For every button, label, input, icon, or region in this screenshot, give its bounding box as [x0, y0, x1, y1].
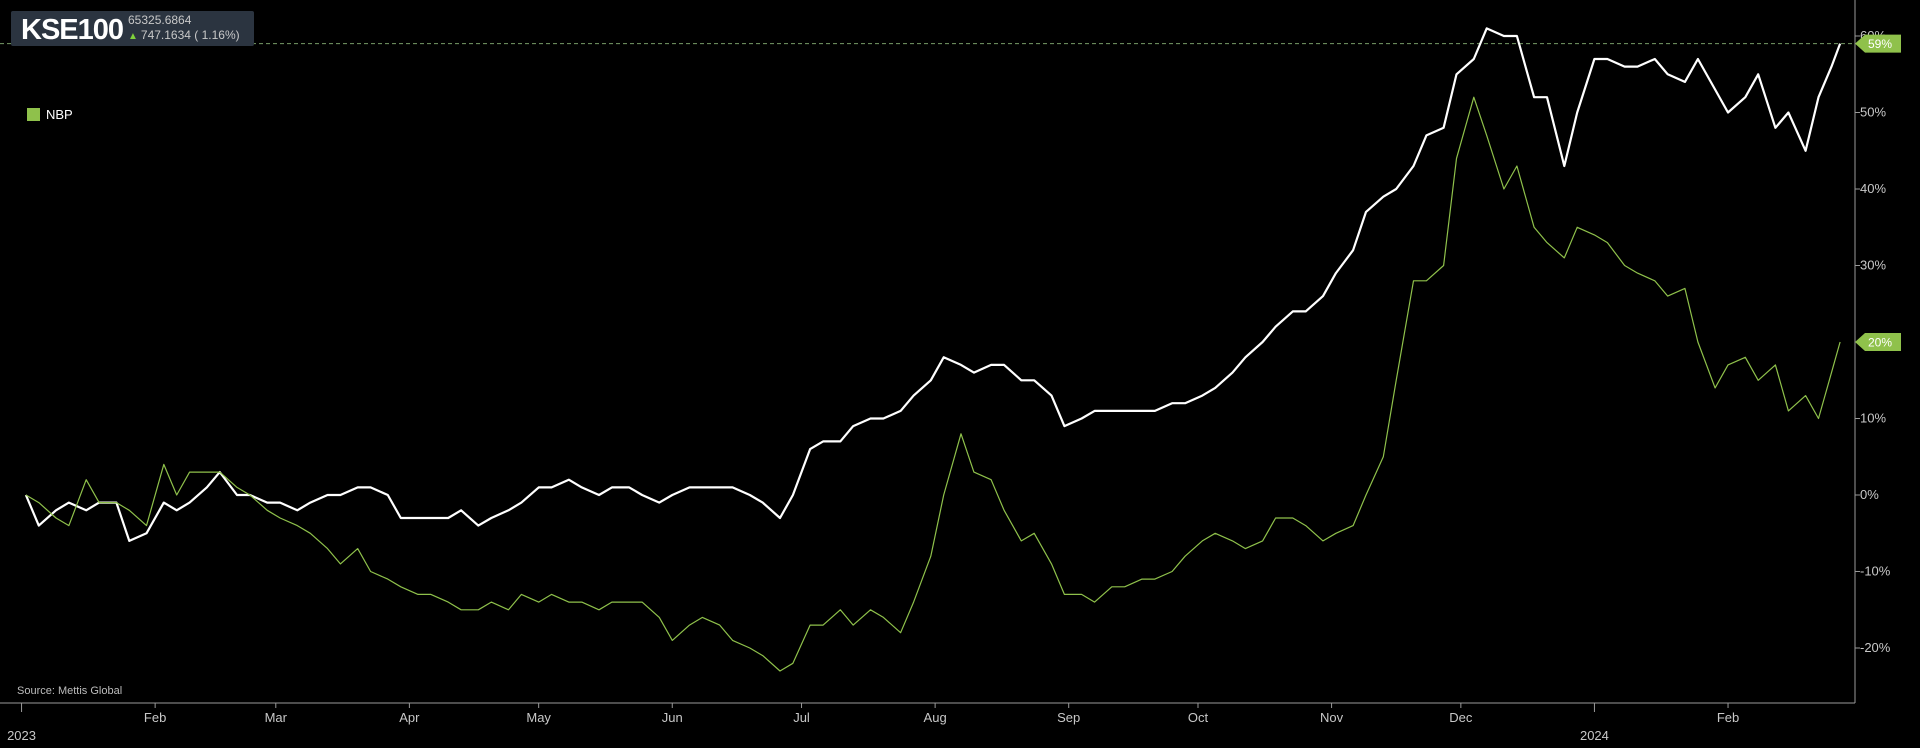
x-tick-label: Oct [1188, 710, 1209, 725]
end-label-tag-kse100 [1855, 34, 1901, 53]
ticker-price: 65325.6864 [128, 13, 192, 27]
series-line-kse100 [24, 27, 1842, 542]
legend-swatch-nbp [27, 108, 40, 121]
y-tick-label: -10% [1860, 564, 1891, 579]
y-tick-label: 0% [1860, 487, 1879, 502]
x-year-label: 2024 [1580, 728, 1609, 743]
x-tick-label: Nov [1320, 710, 1344, 725]
end-label-nbp: 20% [1868, 336, 1892, 350]
x-tick-label: Feb [1717, 710, 1739, 725]
series-line-nbp [25, 96, 1841, 672]
ticker-change: ▲ 747.1634 ( 1.16%) [128, 28, 240, 42]
x-tick-label: Dec [1449, 710, 1473, 725]
x-tick-label: Feb [144, 710, 166, 725]
y-tick-label: 50% [1860, 105, 1886, 120]
x-tick-label: Aug [924, 710, 947, 725]
x-year-label: 2023 [7, 728, 36, 743]
y-tick-label: 40% [1860, 181, 1886, 196]
end-label-tag-nbp [1855, 333, 1901, 351]
up-arrow-icon: ▲ [128, 31, 138, 42]
y-tick-label: 30% [1860, 258, 1886, 273]
ticker-name: KSE100 [21, 14, 124, 46]
y-tick-label: 10% [1860, 411, 1886, 426]
x-tick-label: May [526, 710, 551, 725]
x-tick-label: Jun [662, 710, 683, 725]
source-note: Source: Mettis Global [17, 685, 123, 697]
ticker-change-value: 747.1634 ( 1.16%) [140, 28, 240, 42]
y-tick-label: -20% [1860, 640, 1891, 655]
legend-label-nbp: NBP [46, 107, 73, 122]
end-label-kse100: 59% [1868, 37, 1892, 51]
x-tick-label: Mar [265, 710, 288, 725]
x-tick-label: Apr [399, 710, 420, 725]
ticker-box: KSE100 65325.6864 ▲ 747.1634 ( 1.16%) [11, 11, 254, 46]
x-tick-label: Sep [1057, 710, 1080, 725]
x-tick-label: Jul [793, 710, 810, 725]
legend[interactable]: NBP [27, 107, 73, 122]
